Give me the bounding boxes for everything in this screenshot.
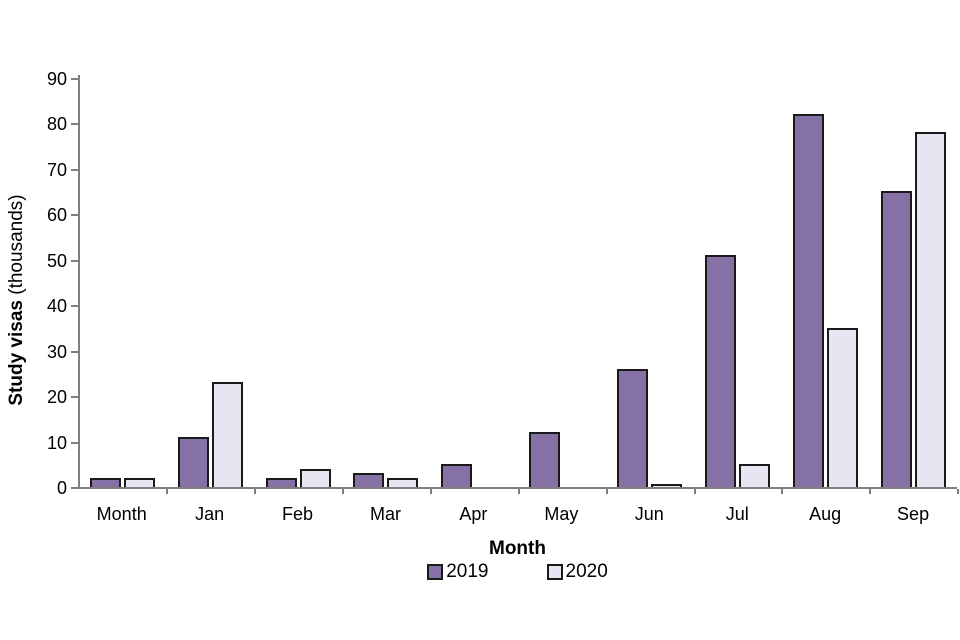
x-tick-mark (781, 489, 784, 494)
bar-2020-jun (651, 484, 683, 487)
y-tick-mark (71, 214, 78, 216)
bar-2020-feb (299, 469, 331, 487)
y-tick-label: 0 (56, 478, 67, 498)
y-tick-mark (71, 487, 78, 489)
y-tick-label: 20 (46, 387, 67, 407)
legend-item-2020: 2020 (546, 561, 608, 583)
y-tick-label: 60 (46, 205, 67, 225)
x-tick-label: Month (96, 504, 147, 524)
legend-item-2019: 2019 (427, 561, 489, 583)
bar-2020-aug (827, 328, 859, 487)
x-tick-mark (341, 489, 344, 494)
y-tick-label: 10 (46, 432, 67, 453)
bar-2019-feb (265, 478, 297, 487)
y-tick-mark (71, 350, 78, 353)
y-tick-label: 50 (46, 250, 67, 271)
x-tick-label: Apr (459, 504, 488, 524)
bar-2020-mar (387, 478, 419, 487)
x-axis-title: Month (489, 538, 546, 559)
x-tick-label: Jul (725, 504, 749, 524)
bar-2019-may (529, 432, 561, 487)
bar-2019-mar (353, 473, 385, 487)
y-tick-label: 30 (46, 341, 67, 362)
y-tick-mark (71, 77, 78, 80)
y-tick-mark (71, 168, 78, 171)
bar-2019-jun (617, 369, 649, 487)
x-axis-line (78, 487, 957, 489)
legend-label-2020: 2020 (565, 561, 608, 582)
bar-2019-aug (793, 114, 825, 487)
bar-2020-jul (739, 464, 771, 487)
bar-2019-jul (705, 255, 737, 487)
x-tick-label: May (544, 504, 579, 524)
legend-label-2019: 2019 (446, 561, 489, 582)
bar-2020-month (123, 478, 155, 487)
y-tick-mark (71, 441, 78, 444)
bar-2020-sep (915, 132, 947, 487)
x-tick-mark (429, 489, 432, 494)
x-tick-label: Jan (195, 504, 225, 524)
x-tick-label: Jun (634, 504, 664, 524)
legend: 2019 2020 (78, 561, 957, 583)
y-tick-label: 40 (46, 296, 67, 316)
bar-2019-month (89, 478, 121, 487)
x-tick-mark (517, 489, 520, 494)
y-axis-line (78, 75, 80, 489)
x-tick-mark (693, 489, 696, 494)
y-tick-mark (71, 305, 78, 307)
bar-2019-apr (441, 464, 473, 487)
x-tick-mark (253, 489, 256, 494)
bar-2020-jan (211, 382, 243, 487)
y-tick-label: 90 (46, 68, 67, 89)
x-tick-label: Feb (282, 504, 314, 524)
x-tick-label: Mar (369, 504, 401, 524)
x-tick-mark (869, 489, 872, 494)
x-tick-label: Sep (897, 504, 930, 524)
x-tick-mark (605, 489, 608, 494)
x-tick-mark (165, 489, 168, 494)
y-tick-mark (71, 259, 78, 262)
x-tick-label: Aug (809, 504, 842, 524)
bar-2019-sep (881, 191, 913, 487)
y-tick-mark (71, 396, 78, 398)
legend-swatch-2019 (427, 564, 444, 580)
bar-2019-jan (177, 437, 209, 487)
y-tick-mark (71, 123, 78, 125)
x-tick-mark (957, 489, 960, 494)
y-tick-label: 70 (46, 159, 67, 180)
y-tick-label: 80 (46, 114, 67, 134)
legend-swatch-2020 (546, 564, 563, 580)
